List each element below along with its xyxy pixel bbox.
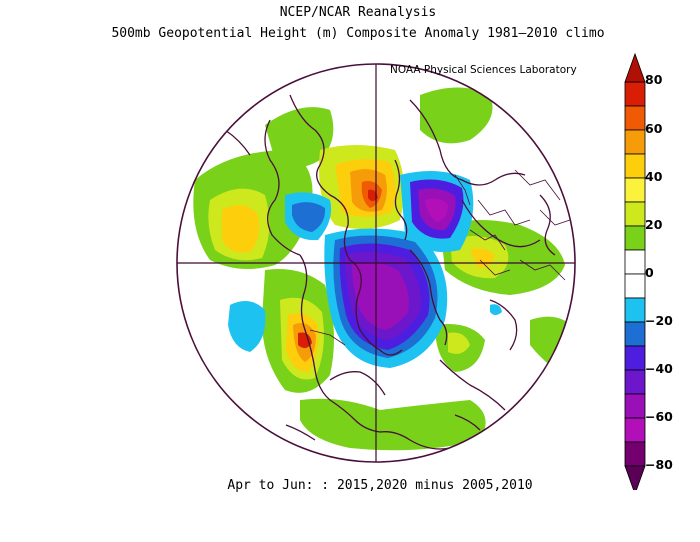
colorbar-swatch (624, 225, 646, 251)
colorbar-swatch (624, 297, 646, 323)
colorbar-swatch (624, 249, 646, 275)
colorbar-min-arrow (624, 465, 646, 490)
colorbar-swatch (624, 369, 646, 395)
map-boundary (176, 63, 576, 463)
lab-credit: NOAA Physical Sciences Laboratory (390, 64, 577, 76)
colorbar-tick-40: 40 (645, 169, 663, 184)
colorbar-swatch (624, 129, 646, 155)
colorbar-swatch (624, 177, 646, 203)
political-borders (309, 169, 571, 346)
colorbar-swatch (624, 273, 646, 299)
colorbar-swatch (624, 81, 646, 107)
colorbar-swatch (624, 105, 646, 131)
time-period-footer: Apr to Jun: : 2015,2020 minus 2005,2010 (227, 478, 533, 493)
colorbar-tick-m20: −20 (645, 313, 673, 328)
colorbar-swatch (624, 201, 646, 227)
colorbar-tick-20: 20 (645, 217, 663, 232)
title-line-2: 500mb Geopotential Height (m) Composite … (111, 26, 605, 41)
colorbar-tick-m80: −80 (645, 457, 673, 472)
graticule (177, 64, 575, 462)
colorbar-swatch (624, 345, 646, 371)
colorbar-swatch (624, 441, 646, 467)
colorbar-tick-m60: −60 (645, 409, 673, 424)
colorbar-swatch (624, 393, 646, 419)
colorbar-tick-60: 60 (645, 121, 663, 136)
colorbar (624, 52, 646, 490)
title-line-1: NCEP/NCAR Reanalysis (279, 5, 437, 20)
colorbar-max-arrow (624, 52, 646, 83)
anomaly-field-negative (228, 171, 502, 368)
colorbar-swatch (624, 321, 646, 347)
colorbar-tick-80: 80 (645, 72, 663, 87)
colorbar-swatch (624, 417, 646, 443)
colorbar-tick-0: 0 (645, 265, 654, 280)
colorbar-tick-m40: −40 (645, 361, 673, 376)
colorbar-swatch (624, 153, 646, 179)
